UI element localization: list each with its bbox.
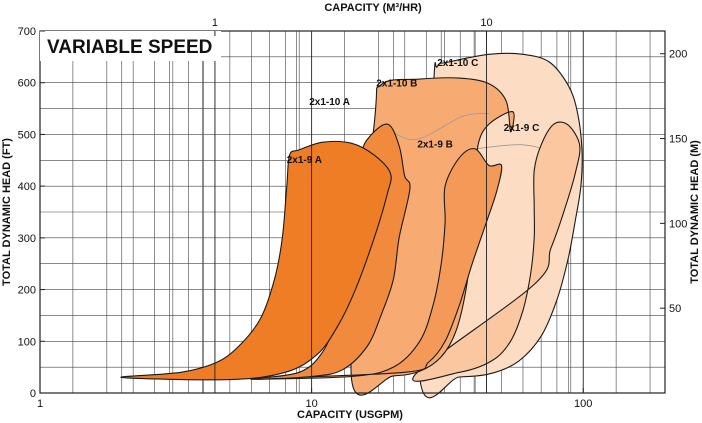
region-labels: 2x1-10 C 2x1-10 B 2x1-10 A 2x1-9 C 2x1-9 B 2x…	[287, 58, 540, 166]
region-label: 2x1-9 C	[504, 123, 540, 134]
region-label: 2x1-10 A	[309, 97, 350, 108]
y2-tick-label: 150	[669, 134, 687, 146]
x-tick-label: 1	[37, 398, 43, 410]
y2-axis-title: TOTAL DYNAMIC HEAD (M)	[689, 140, 701, 284]
x-tick-label: 10	[305, 398, 317, 410]
y-tick-label: 700	[18, 26, 36, 38]
y-tick-label: 600	[18, 78, 36, 90]
region-label: 2x1-9 B	[417, 139, 453, 150]
y-tick-label: 200	[18, 285, 36, 297]
region-2x1-9-a	[120, 140, 392, 381]
x2-tick-label: 1	[212, 17, 218, 29]
title-banner	[40, 31, 221, 61]
x-tick-label: 100	[574, 398, 592, 410]
region-2x1-9-b	[250, 148, 503, 380]
region-label: 2x1-10 B	[376, 78, 417, 89]
coverage-regions	[120, 52, 583, 399]
axis-ticks: 0 100 200 300 400 500 600 700 50 100 150 200 1 10 100 1…	[18, 17, 688, 410]
major-gridlines	[214, 31, 584, 393]
y-tick-label: 500	[18, 129, 36, 141]
x2-axis-title: CAPACITY (M³/HR)	[324, 2, 422, 14]
y-tick-label: 0	[30, 388, 36, 400]
x2-tick-label: 10	[480, 17, 492, 29]
y2-tick-label: 50	[669, 303, 681, 315]
y2-tick-label: 200	[669, 49, 687, 61]
plot-frame	[39, 30, 666, 394]
region-label: 2x1-10 C	[437, 58, 478, 69]
x-axis-title: CAPACITY (USGPM)	[297, 409, 403, 421]
y-axis-title: TOTAL DYNAMIC HEAD (FT)	[1, 138, 13, 286]
region-label: 2x1-9 A	[287, 155, 322, 166]
region-2x1-9-c	[412, 121, 581, 382]
y-tick-label: 100	[18, 336, 36, 348]
y-tick-label: 400	[18, 181, 36, 193]
chart-title: VARIABLE SPEED	[47, 37, 212, 58]
y2-tick-label: 100	[669, 218, 687, 230]
y-tick-label: 300	[18, 233, 36, 245]
